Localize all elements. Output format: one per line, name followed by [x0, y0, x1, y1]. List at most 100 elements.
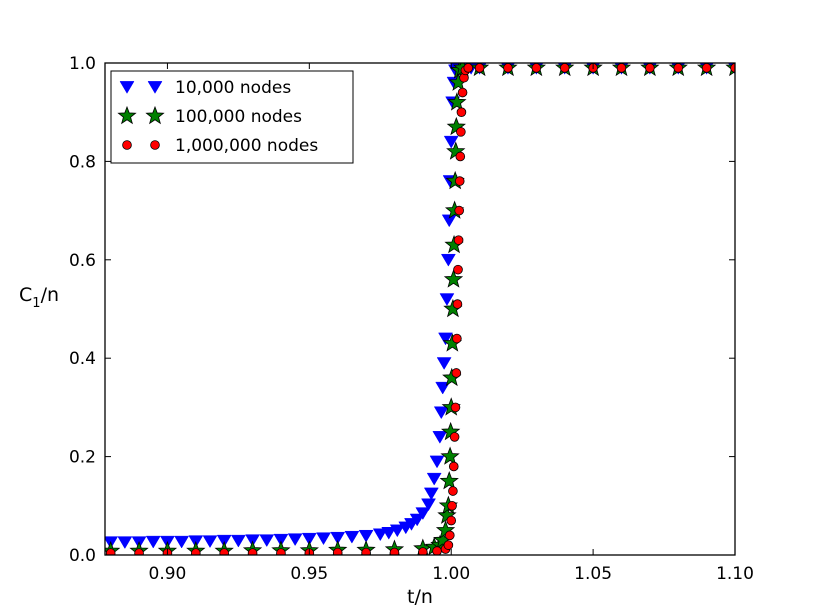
data-point	[443, 269, 464, 288]
data-point	[330, 531, 346, 545]
data-point	[559, 63, 570, 73]
data-point	[448, 486, 458, 496]
data-point	[474, 63, 485, 73]
x-tick-label: 1.10	[716, 564, 754, 584]
data-point	[174, 535, 190, 549]
legend-entry: 1,000,000 nodes	[122, 136, 318, 156]
y-tick-label: 0.4	[69, 349, 96, 369]
data-point	[423, 487, 439, 501]
data-point	[450, 402, 461, 413]
data-point	[344, 530, 360, 544]
data-point	[446, 515, 457, 526]
data-point	[447, 500, 457, 511]
data-point	[443, 540, 454, 550]
data-point	[452, 299, 463, 309]
data-point	[701, 63, 712, 73]
data-point	[447, 92, 467, 111]
data-point	[361, 547, 371, 555]
data-point	[439, 293, 455, 306]
data-point	[259, 534, 275, 548]
data-point	[449, 432, 460, 442]
data-point	[134, 548, 144, 555]
data-point	[673, 63, 684, 73]
y-tick-label: 0.2	[69, 448, 96, 468]
data-point	[316, 532, 331, 546]
data-point	[438, 332, 453, 346]
data-point	[202, 535, 218, 549]
data-point	[440, 446, 460, 465]
data-point	[456, 127, 466, 137]
y-tick-label: 0.8	[69, 152, 96, 172]
data-point	[463, 63, 474, 73]
data-point	[452, 333, 462, 344]
data-point	[453, 235, 464, 245]
data-point	[409, 513, 425, 527]
axis-ticks	[105, 62, 736, 556]
x-tick-label: 1.05	[574, 564, 612, 584]
y-tick-label: 0.6	[69, 251, 96, 271]
data-point	[426, 472, 442, 486]
data-point	[301, 532, 317, 546]
legend-marker	[145, 105, 165, 125]
plot-frame	[104, 62, 736, 556]
y-axis-label-suffix: /n	[41, 284, 59, 306]
data-point	[441, 214, 457, 228]
data-point	[273, 533, 289, 547]
data-point	[444, 530, 455, 541]
data-point	[105, 548, 116, 555]
y-axis-label: C1/n	[19, 284, 59, 311]
data-point	[448, 461, 459, 472]
data-point	[191, 548, 201, 555]
y-tick-label: 0.0	[69, 546, 96, 566]
data-point	[454, 176, 465, 186]
data-point	[455, 151, 466, 162]
data-point	[389, 524, 405, 538]
data-point	[247, 548, 258, 555]
legend-label: 1,000,000 nodes	[175, 136, 318, 156]
legend-label: 10,000 nodes	[175, 78, 291, 98]
data-point	[531, 63, 542, 73]
data-point	[219, 548, 229, 555]
legend-entry: 100,000 nodes	[117, 105, 302, 127]
x-tick-label: 0.95	[290, 564, 328, 584]
chart-marks	[105, 63, 735, 555]
data-point	[457, 87, 468, 98]
data-point	[454, 205, 464, 216]
data-point	[432, 431, 448, 444]
data-point	[616, 63, 627, 73]
x-tick-label: 1.00	[432, 564, 470, 584]
x-axis-label: t/n	[407, 586, 433, 608]
data-point	[332, 547, 343, 555]
data-point	[432, 546, 442, 555]
data-point	[429, 455, 445, 469]
data-point	[421, 498, 436, 512]
data-point	[287, 533, 303, 547]
data-point	[503, 63, 513, 73]
legend-marker	[150, 140, 160, 150]
data-point	[117, 536, 133, 550]
legend-marker	[122, 140, 132, 150]
y-axis-label-main: C	[19, 284, 32, 306]
y-tick-label: 1.0	[69, 54, 96, 74]
data-point	[381, 527, 397, 540]
data-point	[436, 357, 452, 370]
data-point	[440, 253, 456, 267]
data-point	[418, 547, 428, 555]
data-point	[443, 135, 459, 149]
data-point	[433, 406, 449, 420]
data-point	[276, 548, 286, 555]
data-point	[451, 368, 462, 378]
data-point	[415, 507, 431, 520]
data-point	[453, 264, 463, 275]
legend-marker	[147, 81, 163, 94]
data-point	[439, 471, 459, 490]
data-point	[105, 536, 119, 550]
x-tick-label: 0.90	[149, 564, 187, 584]
legend-marker	[119, 81, 135, 94]
legend-entry: 10,000 nodes	[119, 78, 291, 98]
data-point	[645, 63, 655, 73]
data-point	[358, 529, 374, 543]
data-point	[389, 547, 400, 555]
data-point	[456, 107, 467, 117]
data-point	[230, 534, 246, 548]
